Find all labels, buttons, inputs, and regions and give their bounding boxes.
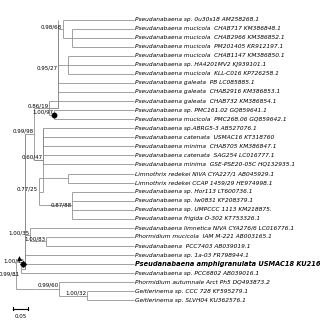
Text: Pseudanabaena galeata  CHAB2916 KM386853.1: Pseudanabaena galeata CHAB2916 KM386853.… xyxy=(135,90,280,94)
Text: 0.87/88: 0.87/88 xyxy=(51,203,72,208)
Text: Pseudanabaena sp. Iw0831 KF208379.1: Pseudanabaena sp. Iw0831 KF208379.1 xyxy=(135,198,253,203)
Text: Pseudanabaena mucicola  KLL-C016 KP726258.1: Pseudanabaena mucicola KLL-C016 KP726258… xyxy=(135,71,278,76)
Text: 1.00/83: 1.00/83 xyxy=(24,236,45,242)
Text: Pseudanabaena galeata  PB LC085885.1: Pseudanabaena galeata PB LC085885.1 xyxy=(135,80,254,85)
Text: 0.99/60: 0.99/60 xyxy=(37,283,59,288)
Text: Pseudanabaena mucicola  PM201405 KR912197.1: Pseudanabaena mucicola PM201405 KR912197… xyxy=(135,44,283,49)
Text: Pseudanabaena mucicola  PMC268.06 GQ859642.1: Pseudanabaena mucicola PMC268.06 GQ85964… xyxy=(135,117,286,122)
Text: Pseudanabaena sp. 1a-03 FR798944.1: Pseudanabaena sp. 1a-03 FR798944.1 xyxy=(135,252,249,258)
Text: 0.99/81: 0.99/81 xyxy=(0,271,20,276)
Text: Phormidium mucicola  IAM M-221 AB003165.1: Phormidium mucicola IAM M-221 AB003165.1 xyxy=(135,235,272,239)
Text: Pseudanabaena minima  CHAB705 KM386847.1: Pseudanabaena minima CHAB705 KM386847.1 xyxy=(135,144,276,149)
Text: Pseudanabaena  PCC7403 AB039019.1: Pseudanabaena PCC7403 AB039019.1 xyxy=(135,244,250,249)
Text: Phormidium autumnale Arct Ph5 DQ493873.2: Phormidium autumnale Arct Ph5 DQ493873.2 xyxy=(135,280,269,285)
Text: Pseudanabaena catenata  SAG254 LC016777.1: Pseudanabaena catenata SAG254 LC016777.1 xyxy=(135,153,274,158)
Text: Pseudanabaena limnetica NIVA CYA276/6 LC016776.1: Pseudanabaena limnetica NIVA CYA276/6 LC… xyxy=(135,225,294,230)
Text: Pseudanabaena catenata  USMAC16 KT318760: Pseudanabaena catenata USMAC16 KT318760 xyxy=(135,135,274,140)
Text: 1.00/45: 1.00/45 xyxy=(3,259,24,263)
Text: Limnothrix redekei CCAP 1459/29 HE974998.1: Limnothrix redekei CCAP 1459/29 HE974998… xyxy=(135,180,272,185)
Text: Pseudanabaena amphigranulata USMAC18 KU216231: Pseudanabaena amphigranulata USMAC18 KU2… xyxy=(135,261,320,267)
Text: Pseudanabaena sp. UMPCCC 1113 KM218875.: Pseudanabaena sp. UMPCCC 1113 KM218875. xyxy=(135,207,271,212)
Text: 0.60/47: 0.60/47 xyxy=(21,155,43,160)
Text: Geitlerinema sp. CCC 728 KF595279.1: Geitlerinema sp. CCC 728 KF595279.1 xyxy=(135,289,248,294)
Text: Pseudanabaena sp. 0u30s18 AM258268.1: Pseudanabaena sp. 0u30s18 AM258268.1 xyxy=(135,17,259,22)
Text: 1.00/35: 1.00/35 xyxy=(8,230,29,236)
Text: Pseudanabaena sp. Hor113 LT600736.1: Pseudanabaena sp. Hor113 LT600736.1 xyxy=(135,189,252,194)
Text: 0.99/98: 0.99/98 xyxy=(12,129,34,134)
Text: Pseudanabaena mucicola  CHAB1147 KM386850.1: Pseudanabaena mucicola CHAB1147 KM386850… xyxy=(135,53,284,58)
Text: 0.77/25: 0.77/25 xyxy=(17,187,38,192)
Text: Pseudanabaena sp. PMC161.02 GQ859641.1: Pseudanabaena sp. PMC161.02 GQ859641.1 xyxy=(135,108,267,113)
Text: Pseudanabaena sp. PCC6802 AB039016.1: Pseudanabaena sp. PCC6802 AB039016.1 xyxy=(135,271,259,276)
Text: 0.95/27: 0.95/27 xyxy=(36,65,58,70)
Text: Pseudanabaena galeata  CHAB732 KM386854.1: Pseudanabaena galeata CHAB732 KM386854.1 xyxy=(135,99,276,104)
Text: Pseudanabaena sp.ABRG5-3 AB527076.1: Pseudanabaena sp.ABRG5-3 AB527076.1 xyxy=(135,126,256,131)
Text: 1.00/32: 1.00/32 xyxy=(66,291,87,296)
Text: 1.00/97: 1.00/97 xyxy=(32,110,53,115)
Text: 0.05: 0.05 xyxy=(14,314,27,318)
Text: Limnothrix redekei NIVA CYA227/1 AB045929.1: Limnothrix redekei NIVA CYA227/1 AB04592… xyxy=(135,171,274,176)
Text: Pseudanabaena minima  GSE-PSE20-05C HQ132935.1: Pseudanabaena minima GSE-PSE20-05C HQ132… xyxy=(135,162,295,167)
Text: Pseudanabaena mucicola  CHAB2966 KM386852.1: Pseudanabaena mucicola CHAB2966 KM386852… xyxy=(135,35,284,40)
Text: 0.86/19: 0.86/19 xyxy=(27,104,48,108)
Text: Pseudanabaena mucicola  CHAB717 KM386848.1: Pseudanabaena mucicola CHAB717 KM386848.… xyxy=(135,26,281,31)
Text: 0.98/68: 0.98/68 xyxy=(41,24,62,29)
Text: Pseudanabaena sp. HA4201MV2 KJ939101.1: Pseudanabaena sp. HA4201MV2 KJ939101.1 xyxy=(135,62,266,67)
Text: Pseudanabaena frigida O-302 KT753326.1: Pseudanabaena frigida O-302 KT753326.1 xyxy=(135,216,260,221)
Text: Geitlerinema sp. SLVH04 KU362576.1: Geitlerinema sp. SLVH04 KU362576.1 xyxy=(135,298,245,303)
